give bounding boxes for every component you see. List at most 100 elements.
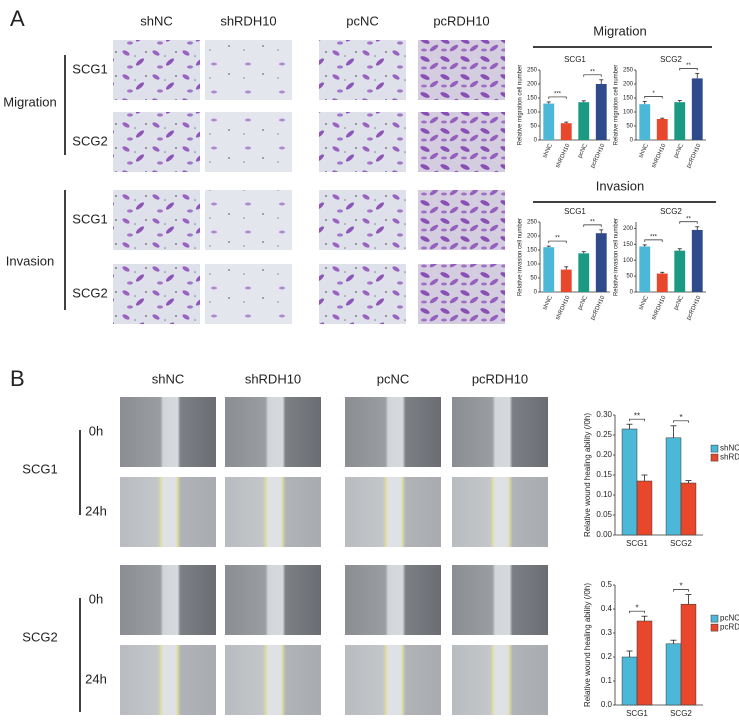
- x-tick-label: SCG1: [626, 539, 648, 548]
- row-label: 0h: [89, 591, 103, 606]
- bar: [595, 84, 607, 140]
- x-tick-label: shNC: [638, 294, 650, 311]
- x-tick-label: shRDH10: [555, 142, 572, 169]
- bar: [621, 656, 638, 706]
- chart-group-title: Migration: [593, 23, 646, 38]
- wound-image: [225, 565, 321, 635]
- y-tick-label: 200: [623, 82, 634, 88]
- micrograph: [418, 264, 505, 324]
- y-tick-label: 0.05: [596, 510, 612, 519]
- x-tick-label: pcRDH10: [590, 142, 607, 169]
- wound-image: [345, 645, 441, 715]
- y-tick-label: 0: [534, 290, 538, 296]
- significance-label: **: [590, 69, 595, 75]
- bar: [680, 603, 697, 706]
- panel-label: A: [10, 6, 25, 31]
- y-tick-label: 150: [527, 96, 538, 102]
- bar: [639, 246, 651, 292]
- significance-bracket: [548, 240, 567, 244]
- significance-bracket: [679, 221, 698, 224]
- bar: [665, 643, 682, 706]
- y-tick-label: 200: [623, 226, 634, 232]
- significance-label: **: [686, 63, 691, 69]
- x-tick-label: pcNC: [577, 142, 589, 159]
- x-tick-label: SCG1: [626, 709, 648, 718]
- y-tick-label: 50: [530, 124, 537, 130]
- x-tick-label: pcNC: [673, 142, 685, 159]
- micrograph: [205, 112, 292, 172]
- significance-label: *: [679, 413, 682, 422]
- significance-bracket: [644, 239, 663, 242]
- x-tick-label: shRDH10: [555, 294, 572, 321]
- x-tick-label: pcRDH10: [590, 294, 607, 321]
- y-tick-label: 100: [527, 110, 538, 116]
- y-tick-label: 150: [623, 96, 634, 102]
- row-label: SCG1: [72, 211, 107, 226]
- chart-title: SCG2: [660, 55, 682, 64]
- column-header: shRDH10: [220, 13, 276, 28]
- y-tick-label: 100: [623, 258, 634, 264]
- chart-title: SCG1: [564, 55, 586, 64]
- micrograph: [205, 40, 292, 100]
- significance-bracket: [629, 610, 645, 614]
- y-tick-label: 250: [527, 220, 538, 226]
- bar: [560, 123, 572, 140]
- y-tick-label: 50: [626, 274, 633, 280]
- bar: [656, 273, 668, 292]
- y-tick-label: 100: [527, 262, 538, 268]
- y-tick-label: 50: [530, 276, 537, 282]
- legend-swatch: [710, 614, 719, 623]
- y-axis-label: Relative wound healing ability (/0h): [583, 583, 592, 707]
- bar: [665, 437, 682, 536]
- bar: [543, 247, 555, 292]
- legend-swatch: [710, 444, 719, 453]
- bar: [674, 250, 686, 292]
- wound-image: [345, 565, 441, 635]
- y-tick-label: 0.15: [596, 470, 612, 479]
- bar: [621, 428, 638, 536]
- bar: [639, 104, 651, 140]
- column-header: shNC: [152, 371, 185, 386]
- y-tick-label: 0.4: [601, 604, 613, 613]
- row-group-label: Migration: [3, 94, 56, 109]
- micrograph: [319, 40, 406, 100]
- column-header: pcRDH10: [433, 13, 489, 28]
- wound-image: [120, 477, 216, 547]
- micrograph: [418, 112, 505, 172]
- column-header: pcRDH10: [472, 371, 528, 386]
- micrograph: [205, 190, 292, 250]
- bar: [578, 253, 590, 292]
- micrograph: [113, 40, 200, 100]
- significance-bracket: [629, 418, 645, 422]
- column-header: pcNC: [377, 371, 410, 386]
- bar: [656, 119, 668, 140]
- y-tick-label: 0.10: [596, 490, 612, 499]
- wound-image: [452, 565, 548, 635]
- y-tick-label: 0.2: [601, 652, 613, 661]
- y-tick-label: 0.0: [601, 700, 613, 709]
- y-tick-label: 0.3: [601, 628, 613, 637]
- micrograph: [418, 190, 505, 250]
- significance-label: **: [634, 411, 640, 420]
- x-tick-label: SCG2: [670, 709, 692, 718]
- wound-image: [452, 397, 548, 467]
- column-header: shNC: [140, 13, 173, 28]
- y-tick-label: 0.20: [596, 450, 612, 459]
- x-tick-label: shRDH10: [651, 294, 668, 321]
- wound-image: [345, 397, 441, 467]
- y-axis-label: Relative migration cell number: [518, 65, 524, 146]
- column-header: shRDH10: [245, 371, 301, 386]
- bar: [691, 229, 703, 292]
- x-tick-label: pcNC: [577, 294, 589, 311]
- y-axis-label: Relative wound healing ability (/0h): [583, 413, 592, 537]
- legend-label: pcNC: [720, 614, 739, 623]
- y-tick-label: 0.30: [596, 410, 612, 419]
- y-tick-label: 50: [626, 124, 633, 130]
- x-tick-label: pcRDH10: [686, 294, 703, 321]
- x-tick-label: pcRDH10: [686, 142, 703, 169]
- row-label: 24h: [85, 671, 107, 686]
- significance-bracket: [583, 74, 602, 77]
- wound-image: [452, 477, 548, 547]
- row-label: SCG2: [72, 285, 107, 300]
